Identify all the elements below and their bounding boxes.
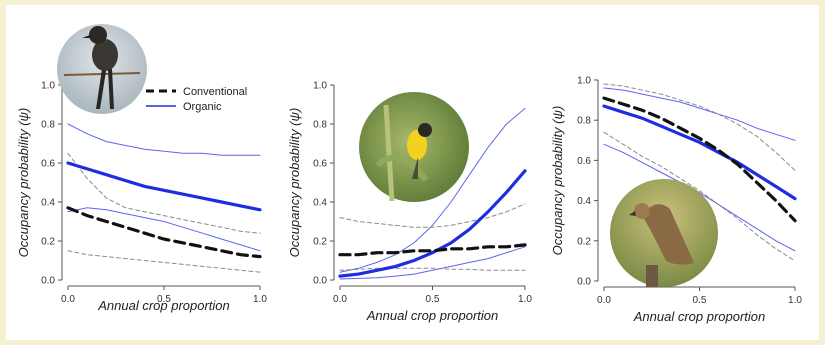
conventional-lower-line (67, 250, 261, 273)
y-tick-label: 0.4 (313, 198, 327, 209)
y-tick-label: 0.0 (577, 277, 591, 288)
y-tick-label: 0.0 (41, 276, 55, 287)
yellow-bird-photo (359, 92, 469, 202)
y-axis-title: Occupancy probability (ψ) (16, 108, 31, 258)
organic-mean-line (66, 161, 262, 212)
organic-upper-line (67, 123, 261, 156)
y-tick-label: 0.0 (313, 276, 327, 287)
y-tick-label: 0.2 (577, 236, 591, 247)
x-tick-label: 0.5 (157, 294, 171, 305)
conventional-mean-line (602, 96, 797, 223)
chart-canvas: 0.0 0.2 0.4 0.6 0.8 1.0 0.0 0.5 1.0 Annual crop p… (16, 24, 802, 325)
y-tick-label: 0.6 (313, 159, 327, 170)
legend-organic-label: Organic (183, 101, 222, 113)
conventional-mean-line (66, 206, 262, 259)
x-axis-title: Annual crop proportion (366, 308, 499, 323)
y-tick-label: 0.8 (577, 116, 591, 127)
y-tick-label: 0.8 (313, 120, 327, 131)
conventional-upper-line (339, 203, 526, 228)
x-tick-label: 0.0 (597, 295, 611, 306)
organic-lower-line (339, 246, 526, 280)
x-tick-label: 0.0 (333, 294, 347, 305)
hawk-photo (610, 179, 718, 287)
organic-mean-line (338, 169, 527, 278)
y-axis-title: Occupancy probability (ψ) (550, 106, 565, 256)
y-tick-label: 0.4 (41, 198, 55, 209)
conventional-mean-line (338, 243, 527, 257)
legend-conventional-label: Conventional (183, 86, 247, 98)
y-tick-label: 0.2 (41, 237, 55, 248)
y-tick-label: 0.6 (41, 159, 55, 170)
y-tick-label: 1.0 (41, 81, 55, 92)
y-tick-label: 1.0 (577, 76, 591, 87)
conventional-upper-line (603, 83, 796, 171)
x-tick-label: 0.5 (693, 295, 707, 306)
panel-3: 0.0 0.2 0.4 0.6 0.8 1.0 0.0 0.5 1.0 Annual crop p… (550, 76, 802, 325)
x-axis-title: Annual crop proportion (97, 298, 230, 313)
y-axis-title: Occupancy probability (ψ) (287, 108, 302, 258)
figure: 0.0 0.2 0.4 0.6 0.8 1.0 0.0 0.5 1.0 Annual crop p… (6, 5, 819, 340)
x-tick-label: 0.5 (426, 294, 440, 305)
organic-upper-line (603, 87, 796, 141)
conventional-lower-line (339, 267, 526, 271)
organic-upper-line (339, 107, 526, 273)
conventional-upper-line (67, 152, 261, 234)
y-tick-label: 0.4 (577, 196, 591, 207)
conventional-lower-line (603, 131, 796, 262)
panel-2: 0.0 0.2 0.4 0.6 0.8 1.0 0.0 0.5 1.0 Annual crop p… (287, 81, 532, 324)
x-tick-label: 1.0 (518, 294, 532, 305)
y-tick-label: 0.2 (313, 237, 327, 248)
perched-flycatcher-photo (57, 24, 147, 114)
panel-1: 0.0 0.2 0.4 0.6 0.8 1.0 0.0 0.5 1.0 Annual crop p… (16, 81, 267, 314)
x-axis-title: Annual crop proportion (633, 309, 766, 324)
x-tick-label: 1.0 (788, 295, 802, 306)
organic-lower-line (67, 207, 261, 252)
organic-mean-line (602, 104, 797, 201)
x-tick-label: 0.0 (61, 294, 75, 305)
y-tick-label: 0.6 (577, 156, 591, 167)
legend: Conventional Organic (146, 86, 247, 113)
x-tick-label: 1.0 (253, 294, 267, 305)
y-tick-label: 1.0 (313, 81, 327, 92)
y-tick-label: 0.8 (41, 120, 55, 131)
